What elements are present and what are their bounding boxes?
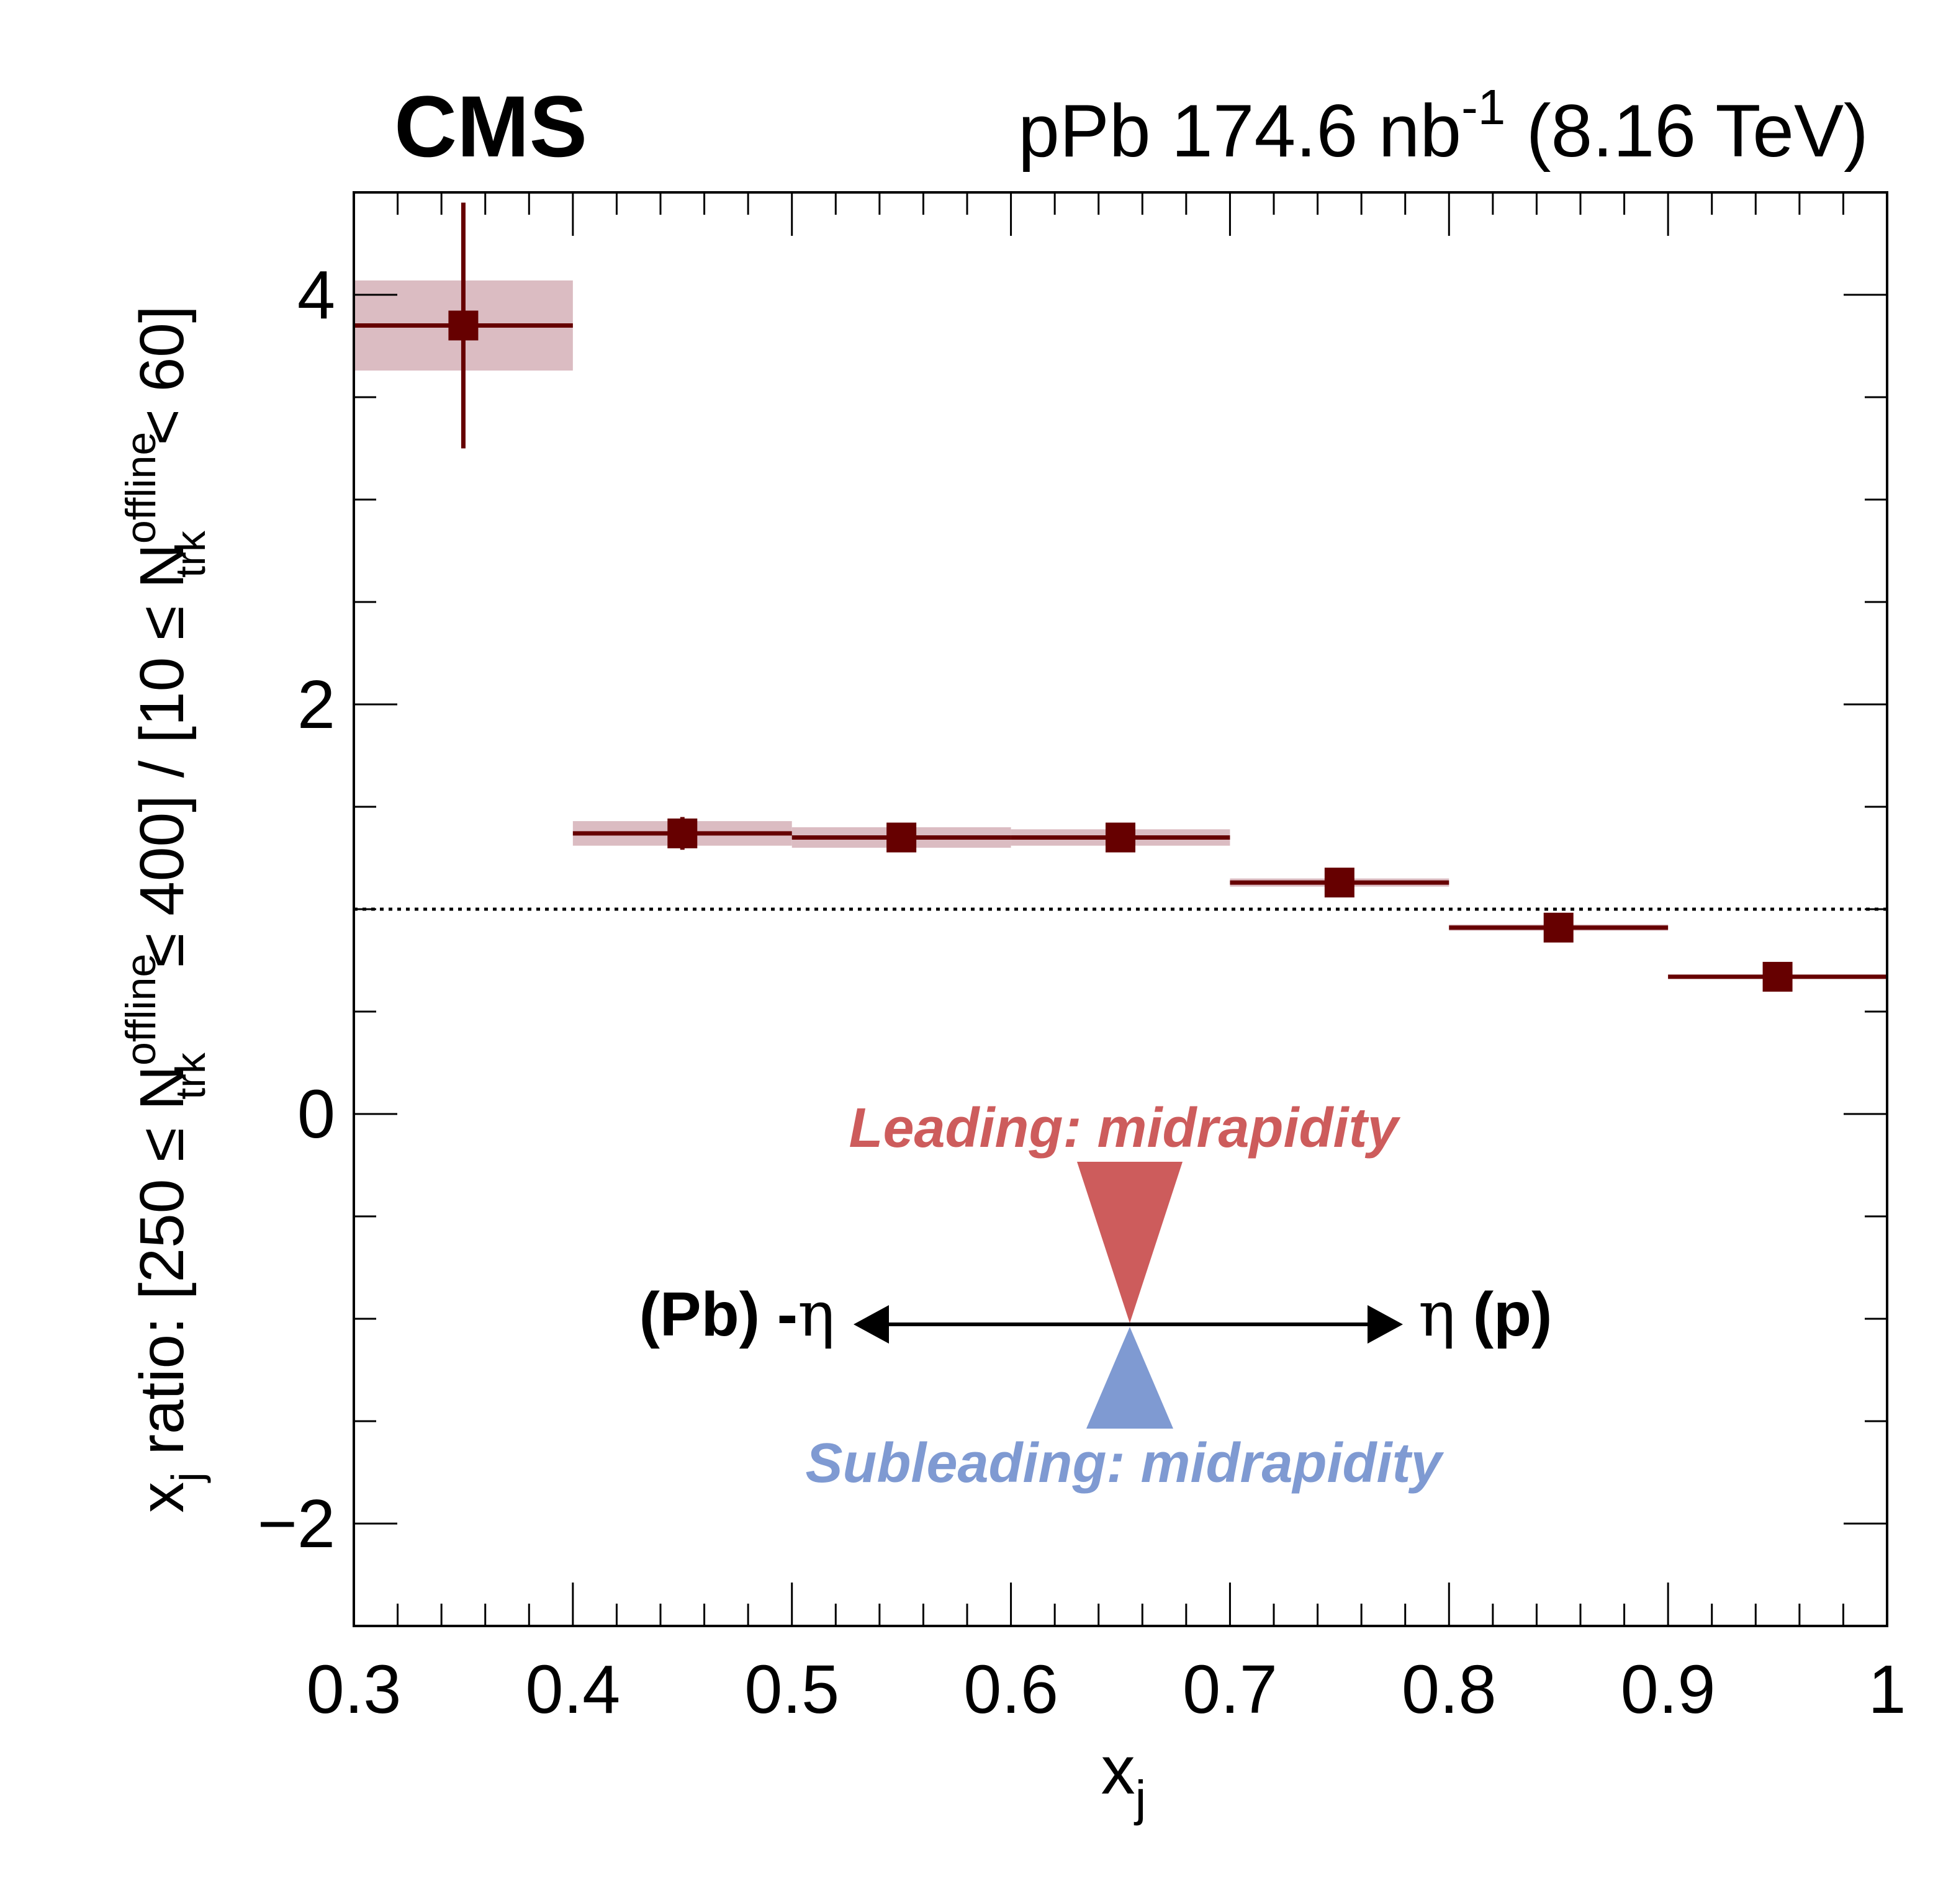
marker-layer [448,310,1793,992]
y-tick-label: 0 [297,1076,335,1152]
tick-label-layer: 0.3 0.4 0.5 0.6 0.7 0.8 0.9 1 −2 0 2 4 [258,257,1906,1728]
x-tick-label: 0.6 [963,1651,1058,1728]
subleading-cone-icon [1086,1327,1173,1429]
x-tick-label: 0.4 [525,1651,620,1728]
left-arrowhead-icon [854,1305,889,1344]
syst-band-layer [354,280,1887,979]
x-tick-label: 0.7 [1183,1651,1278,1728]
x-tick-label: 0.8 [1402,1651,1497,1728]
right-arrowhead-icon [1368,1305,1403,1344]
y-tick-label: −2 [258,1486,335,1562]
luminosity-label: pPb 174.6 nb-1 (8.16 TeV) [1018,79,1868,173]
data-point [1762,961,1793,992]
y-tick-label: 2 [297,667,335,743]
p-direction-label: η (p) [1418,1278,1552,1350]
leading-cone-icon [1077,1162,1183,1323]
tick-layer [353,191,1888,1627]
pb-direction-label: (Pb) -η [639,1278,835,1350]
error-bar-layer [354,202,1887,981]
x-tick-label: 0.3 [307,1651,402,1728]
experiment-label: CMS [394,78,587,175]
data-point [448,310,479,341]
x-tick-label: 1 [1868,1651,1906,1728]
x-tick-label: 0.9 [1621,1651,1716,1728]
leading-annotation: Leading: midrapidity [849,1097,1400,1159]
x-axis-title: xj [1101,1732,1147,1826]
x-tick-label: 0.5 [744,1651,839,1728]
data-point [886,822,917,853]
data-point [1324,868,1354,898]
data-point [667,818,698,848]
y-axis-title: xj ratio: [250 ≤ Nofflinetrk ≤ 400] / [1… [117,305,214,1512]
y-tick-label: 4 [297,257,335,333]
subleading-annotation: Subleading: midrapidity [805,1432,1444,1494]
data-point [1106,822,1135,853]
data-point [1543,912,1574,943]
